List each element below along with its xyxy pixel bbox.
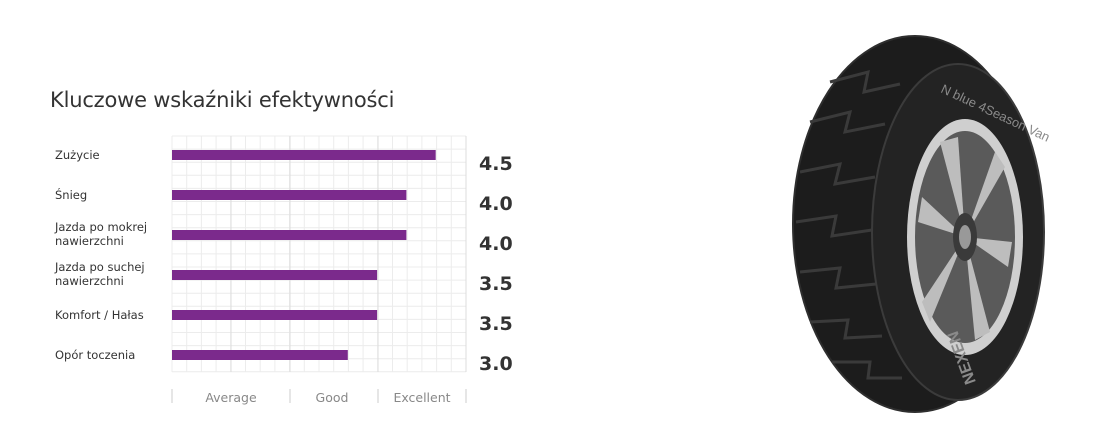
category-label: Opór toczenia	[55, 348, 135, 362]
chart-title: Kluczowe wskaźniki efektywności	[50, 88, 395, 112]
bar	[172, 190, 407, 200]
bar	[172, 310, 378, 320]
scale-axis: Average Good Excellent	[171, 389, 467, 405]
category-label: Śnieg	[55, 187, 87, 202]
category-label: Jazda po suchej nawierzchni	[54, 260, 145, 288]
category-label: Zużycie	[55, 148, 100, 162]
value-label: 3.0	[479, 353, 513, 375]
chart-bars	[172, 150, 436, 360]
category-label: Komfort / Hałas	[55, 308, 144, 322]
chart-grid	[171, 135, 467, 373]
value-label: 4.0	[479, 233, 513, 255]
bar	[172, 230, 407, 240]
bar	[172, 350, 348, 360]
bar	[172, 150, 436, 160]
scale-label: Average	[205, 390, 257, 405]
scale-label: Excellent	[393, 390, 450, 405]
category-label: Jazda po mokrej nawierzchni	[54, 220, 147, 248]
value-label: 3.5	[479, 273, 513, 295]
bar	[172, 270, 378, 280]
category-labels: Zużycie Śnieg Jazda po mokrej nawierzchni Ja…	[54, 148, 147, 362]
value-labels: 4.5 4.0 4.0 3.5 3.5 3.0	[479, 153, 513, 375]
value-label: 3.5	[479, 313, 513, 335]
value-label: 4.0	[479, 193, 513, 215]
value-label: 4.5	[479, 153, 513, 175]
tire-image: N blue 4Season Van NEXEN	[792, 35, 1050, 413]
scale-label: Good	[316, 390, 349, 405]
